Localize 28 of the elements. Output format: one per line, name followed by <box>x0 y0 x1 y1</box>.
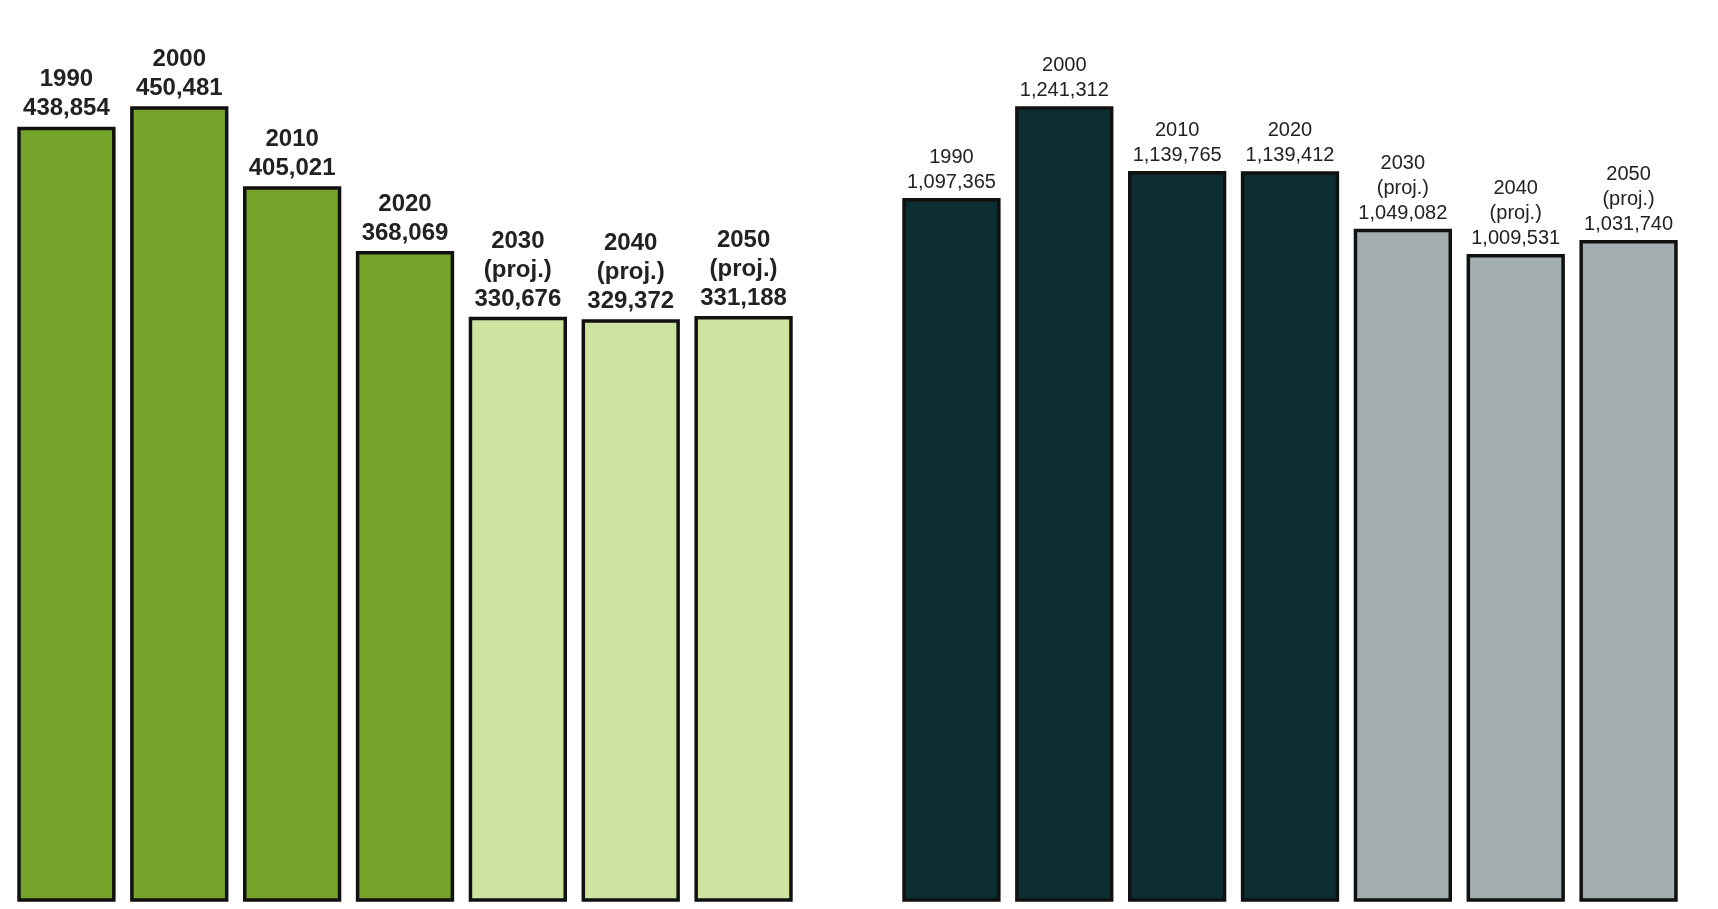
x-tick-label: 2040 (proj.) <box>1489 175 1542 223</box>
x-tick-label: 2010 <box>265 123 319 151</box>
x-tick-label: 2000 <box>152 43 206 71</box>
x-tick-label: 2020 <box>378 188 432 216</box>
data-label: 1,031,740 <box>1584 211 1674 234</box>
data-label: 1,049,082 <box>1358 200 1448 223</box>
x-tick-label: 2030 (proj.) <box>483 225 552 282</box>
x-tick-label: 2020 <box>1267 117 1313 140</box>
x-tick-label: 2030 (proj.) <box>1376 150 1429 198</box>
data-label: 368,069 <box>361 217 449 245</box>
data-label: 1,097,365 <box>906 169 996 192</box>
data-label: 330,676 <box>474 283 562 311</box>
data-label: 450,481 <box>135 72 223 100</box>
data-label: 1,241,312 <box>1019 77 1109 100</box>
x-tick-label: 2040 (proj.) <box>596 227 665 284</box>
x-tick-label: 2010 <box>1154 117 1200 140</box>
data-label: 329,372 <box>587 285 675 313</box>
data-label: 438,854 <box>23 93 111 121</box>
data-label: 405,021 <box>248 152 336 180</box>
x-tick-label: 1990 <box>929 144 974 167</box>
x-tick-label: 2050 (proj.) <box>1602 161 1655 209</box>
x-tick-label: 2000 <box>1042 52 1087 75</box>
data-label: 1,009,531 <box>1471 225 1561 248</box>
data-label: 331,188 <box>700 282 787 310</box>
x-tick-label: 1990 <box>39 64 94 92</box>
x-tick-label: 2050 (proj.) <box>709 224 778 281</box>
data-label: 1,139,765 <box>1132 142 1222 165</box>
data-label: 1,139,412 <box>1245 142 1335 165</box>
